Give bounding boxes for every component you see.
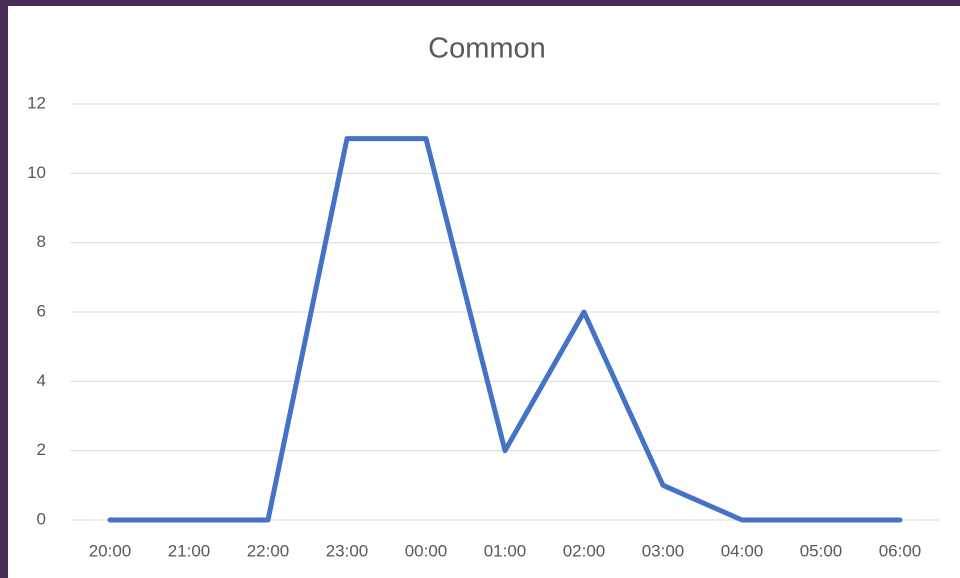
x-tick-label: 06:00	[879, 541, 922, 560]
x-tick-label: 20:00	[89, 541, 132, 560]
y-tick-label: 2	[37, 440, 46, 459]
chart-background	[8, 6, 960, 578]
y-tick-label: 10	[27, 163, 46, 182]
x-tick-label: 03:00	[642, 541, 685, 560]
x-tick-label: 00:00	[405, 541, 448, 560]
x-tick-label: 23:00	[326, 541, 369, 560]
x-tick-label: 21:00	[168, 541, 211, 560]
chart-title: Common	[428, 33, 546, 65]
y-tick-label: 4	[37, 371, 46, 390]
y-tick-label: 8	[37, 232, 46, 251]
x-tick-label: 05:00	[800, 541, 843, 560]
y-tick-label: 0	[37, 509, 46, 528]
x-tick-label: 04:00	[721, 541, 764, 560]
y-tick-label: 6	[37, 301, 46, 320]
x-tick-label: 01:00	[484, 541, 527, 560]
y-tick-label: 12	[27, 93, 46, 112]
x-tick-label: 22:00	[247, 541, 290, 560]
x-tick-label: 02:00	[563, 541, 606, 560]
data-line	[107, 136, 903, 523]
